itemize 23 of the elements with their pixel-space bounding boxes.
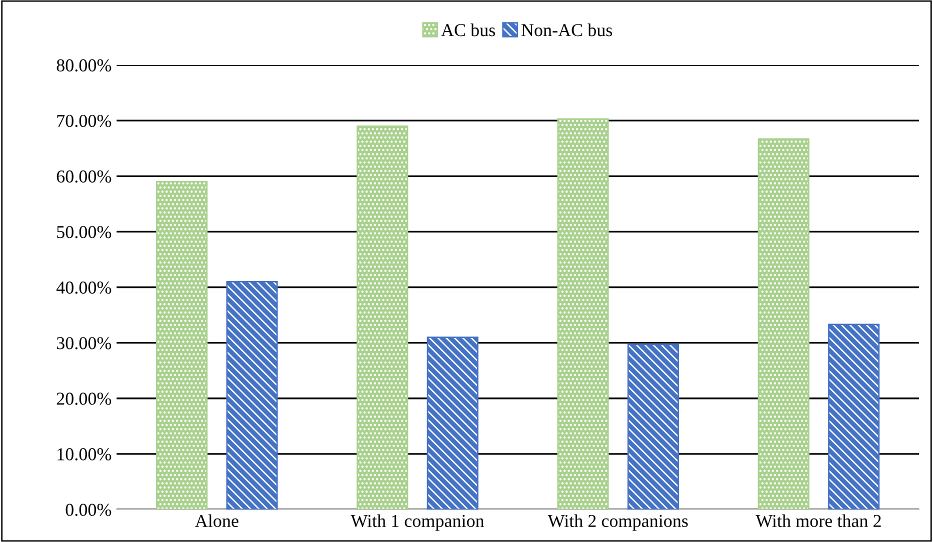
y-tick-label: 70.00% (57, 114, 112, 128)
bar (356, 125, 408, 510)
x-tick-label: Alone (195, 514, 238, 528)
y-tick-label: 80.00% (56, 59, 112, 72)
bar (557, 118, 609, 510)
legend-label: AC bus (441, 24, 495, 36)
x-tick-label: With 1 companion (350, 514, 484, 531)
x-tick-label: With more than 2 (756, 514, 881, 528)
y-tick-label: 30.00% (56, 337, 112, 350)
y-tick-label: 20.00% (56, 392, 112, 405)
y-tick-label: 10.00% (58, 448, 112, 460)
bar (226, 281, 278, 510)
y-tick-label: 40.00% (56, 282, 112, 294)
y-tick-label: 60.00% (56, 170, 112, 183)
bar (758, 138, 810, 510)
y-tick-label: 0.00% (66, 504, 112, 516)
bar (426, 336, 478, 510)
bar (828, 324, 880, 510)
legend-label: Non-AC bus (521, 24, 612, 36)
y-tick-label: 50.00% (57, 226, 112, 238)
x-tick-label: With 2 companions (548, 514, 688, 531)
bar (156, 181, 208, 510)
bar (627, 344, 679, 510)
